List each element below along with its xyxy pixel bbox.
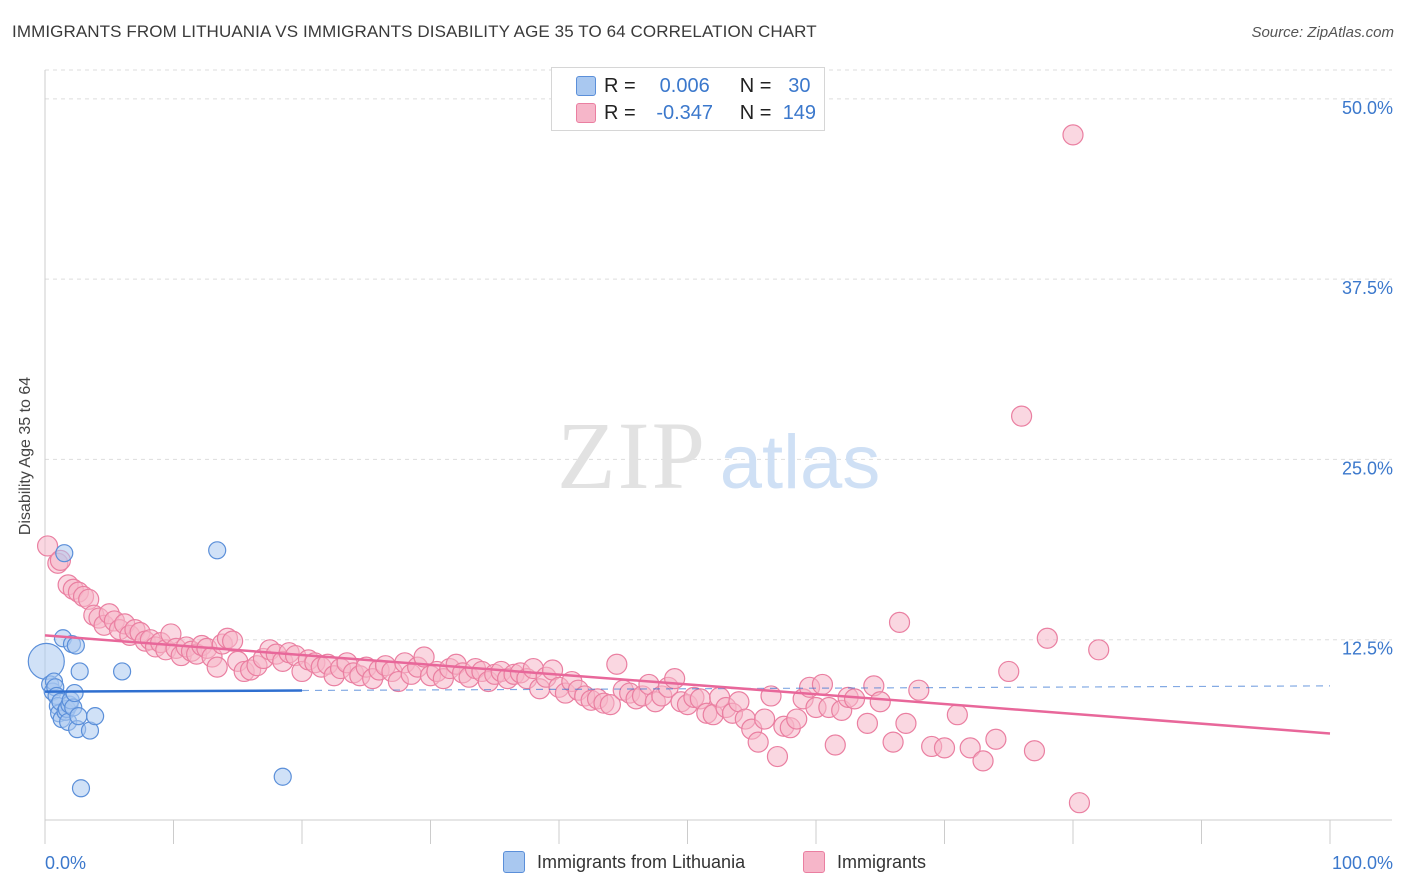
point-immigrants — [1062, 124, 1084, 146]
point-immigrants — [36, 535, 59, 557]
point-immigrants — [946, 704, 968, 726]
point-lithuania — [71, 779, 91, 798]
point-immigrants — [933, 737, 956, 759]
point-immigrants — [606, 653, 628, 675]
swatch-immigrants — [576, 103, 596, 123]
n-value-immigrants: 149 — [782, 101, 817, 124]
legend-item-lithuania: Immigrants from Lithuania — [503, 851, 745, 873]
point-lithuania — [70, 662, 89, 681]
axes — [44, 70, 1392, 844]
legend-label-immigrants: Immigrants — [837, 851, 927, 872]
point-immigrants — [869, 691, 891, 713]
source-credit: Source: ZipAtlas.com — [1251, 24, 1394, 41]
point-immigrants — [908, 679, 930, 701]
legend-swatch-lithuania — [503, 851, 525, 873]
point-immigrants — [972, 750, 994, 772]
point-immigrants — [1068, 792, 1091, 814]
gridlines — [45, 69, 1392, 641]
point-immigrants — [766, 745, 789, 768]
point-lithuania — [112, 662, 132, 681]
trendline-immigrants — [44, 634, 1331, 735]
point-immigrants — [222, 630, 244, 652]
legend-item-immigrants: Immigrants — [803, 851, 926, 873]
swatch-lithuania — [576, 76, 596, 96]
point-immigrants — [985, 728, 1007, 750]
point-immigrants — [1023, 740, 1046, 762]
point-immigrants — [599, 694, 622, 716]
point-immigrants — [747, 731, 769, 753]
stats-row-immigrants: R = -0.347 N = 149 — [552, 100, 821, 126]
point-immigrants — [998, 660, 1020, 683]
x-tick-labels: 0.0% 100.0% — [45, 853, 1393, 873]
point-immigrants — [1088, 639, 1110, 661]
point-lithuania — [208, 541, 227, 560]
point-immigrants — [1010, 405, 1033, 427]
point-lithuania — [86, 707, 105, 726]
point-immigrants — [895, 712, 917, 734]
point-lithuania — [66, 636, 85, 655]
point-immigrants — [413, 646, 435, 668]
legend-swatch-immigrants — [803, 851, 825, 873]
stats-row-lithuania: R = 0.006 N = 30 — [552, 73, 821, 99]
point-immigrants — [959, 737, 981, 759]
n-label: N = — [739, 101, 772, 124]
x-tick-label: 100.0% — [1332, 853, 1393, 873]
watermark: ZIP atlas — [557, 402, 880, 509]
point-lithuania — [69, 707, 88, 726]
trend-lines — [44, 634, 1331, 735]
r-label: R = — [604, 101, 636, 124]
r-value-immigrants: -0.347 — [656, 101, 714, 124]
stats-legend: R = 0.006 N = 30 R = -0.347 N = 149 — [551, 67, 825, 131]
r-label: R = — [604, 74, 636, 97]
y-tick-label: 37.5% — [1342, 278, 1393, 298]
trendline-lithuania-extension — [301, 685, 1331, 692]
x-tick-label: 0.0% — [45, 853, 86, 873]
point-lithuania — [273, 767, 292, 786]
point-immigrants — [882, 731, 904, 753]
watermark-atlas: atlas — [720, 420, 881, 505]
chart-title: IMMIGRANTS FROM LITHUANIA VS IMMIGRANTS … — [12, 22, 817, 41]
point-immigrants — [786, 708, 808, 730]
point-lithuania — [65, 683, 84, 703]
point-immigrants — [811, 673, 834, 696]
y-tick-label: 25.0% — [1342, 458, 1393, 478]
point-immigrants — [664, 668, 686, 690]
point-immigrants — [824, 734, 846, 756]
y-tick-label: 12.5% — [1342, 639, 1393, 659]
point-immigrants — [753, 708, 776, 730]
watermark-zip: ZIP — [557, 402, 707, 509]
n-label: N = — [739, 74, 772, 97]
y-tick-label: 50.0% — [1342, 98, 1393, 118]
y-tick-labels: 12.5% 25.0% 37.5% 50.0% — [1342, 98, 1393, 659]
point-immigrants — [856, 712, 879, 734]
r-value-lithuania: 0.006 — [659, 74, 710, 97]
point-immigrants — [888, 611, 911, 634]
n-value-lithuania: 30 — [788, 74, 811, 97]
point-immigrants — [206, 656, 228, 678]
legend-label-lithuania: Immigrants from Lithuania — [537, 851, 746, 872]
trendline-lithuania — [44, 689, 303, 693]
bottom-legend: Immigrants from Lithuania Immigrants — [0, 851, 1406, 879]
point-immigrants — [1036, 627, 1058, 649]
point-lithuania — [55, 544, 74, 563]
